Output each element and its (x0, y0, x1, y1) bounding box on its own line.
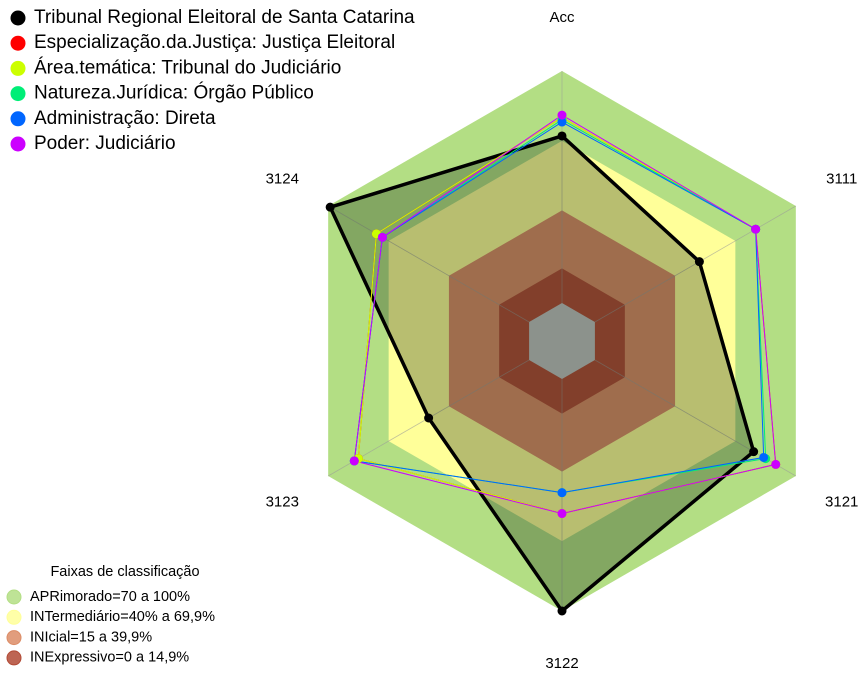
band-legend-swatch (6, 609, 22, 625)
legend-label: Natureza.Jurídica: Órgão Público (34, 82, 314, 104)
legend-swatch (10, 86, 26, 102)
band-legend-swatch (6, 650, 22, 666)
axis-label: Acc (549, 9, 575, 26)
axis-label: 3122 (545, 655, 578, 672)
series-point (694, 257, 704, 267)
legend-swatch (10, 35, 26, 51)
series-point (759, 452, 769, 462)
series-point (557, 606, 567, 616)
band-legend-label: INTermediário=40% a 69,9% (30, 609, 215, 625)
series-point (377, 232, 387, 242)
band-legend-swatch (6, 630, 22, 646)
bands (328, 71, 796, 611)
legend-swatch (10, 10, 26, 26)
series-point (424, 413, 434, 423)
axis-label: 3123 (266, 493, 299, 510)
series-point (557, 131, 567, 141)
series-point (325, 202, 335, 212)
legend-label: Especialização.da.Justiça: Justiça Eleit… (34, 32, 395, 53)
center-hole (529, 303, 595, 379)
grid: Acc 3111 3121 3122 3123 3124 (266, 9, 859, 672)
series-point (771, 459, 781, 469)
band-legend-label: INIcial=15 a 39,9% (30, 629, 152, 645)
legend-label: Tribunal Regional Eleitoral de Santa Cat… (34, 7, 415, 28)
axis-line (327, 205, 530, 323)
series-point (557, 488, 567, 498)
band-legend-label: INExpressivo=0 a 14,9% (30, 650, 189, 666)
legend-swatch (10, 60, 26, 76)
axis-label: 3124 (266, 170, 299, 187)
legend-label: Área.temática: Tribunal do Judiciário (34, 57, 341, 78)
axis-line (594, 205, 797, 323)
series-point (557, 110, 567, 120)
band-legend-swatch (6, 589, 22, 605)
legend-swatch (10, 136, 26, 152)
series-point (751, 224, 761, 234)
series-point (557, 509, 567, 519)
series-point (557, 117, 567, 127)
band-legend-label: APRimorado=70 a 100% (30, 589, 190, 605)
legend-label: Poder: Judiciário (34, 133, 176, 154)
series (325, 110, 781, 616)
legend: Tribunal Regional Eleitoral de Santa Cat… (6, 7, 415, 666)
legend-swatch (10, 111, 26, 127)
axis-label: 3121 (825, 493, 858, 510)
series-point (349, 456, 359, 466)
axis-label: 3111 (826, 170, 857, 187)
band-legend-title: Faixas de classificação (50, 564, 199, 580)
legend-label: Administração: Direta (34, 108, 216, 129)
series-point (749, 447, 759, 457)
